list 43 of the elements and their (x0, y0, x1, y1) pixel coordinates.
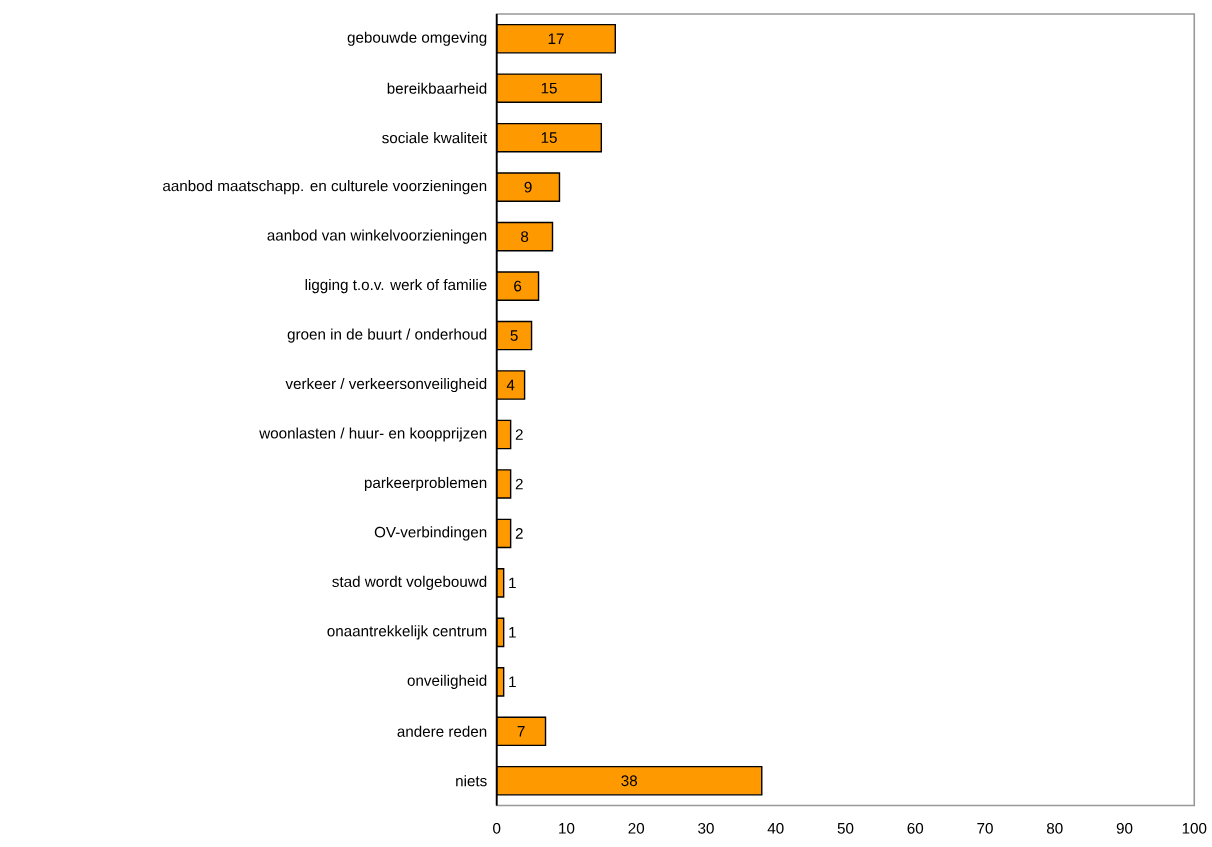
data-label: 6 (514, 280, 522, 292)
x-tick-label: 30 (698, 822, 714, 834)
x-tick-label: 0 (493, 822, 501, 834)
y-tick-label: woonlasten / huur- en koopprijzen (259, 427, 487, 442)
x-tick-label: 10 (559, 822, 575, 834)
y-tick-label: sociale kwaliteit (382, 131, 488, 144)
y-tick-label: niets (456, 774, 487, 787)
y-tick-label: stad wordt volgebouwd (332, 575, 487, 590)
data-label: 5 (510, 330, 518, 341)
data-label: 15 (541, 132, 557, 143)
x-tick-label: 100 (1182, 822, 1207, 834)
y-tick-label: aanbod maatschapp. en culturele voorzieningen (163, 179, 487, 194)
y-tick-label: onveiligheid (407, 674, 487, 689)
data-label: 1 (509, 676, 516, 687)
data-label: 15 (541, 82, 557, 94)
data-label: 1 (509, 577, 516, 588)
data-label: 4 (506, 379, 515, 391)
y-tick-label: andere reden (397, 725, 487, 737)
data-label: 7 (517, 725, 525, 737)
y-tick-label: parkeerproblemen (364, 476, 487, 491)
data-label: 1 (509, 626, 516, 638)
data-label: 17 (548, 33, 564, 44)
x-tick-label: 90 (1116, 822, 1133, 834)
y-tick-label: ligging t.o.v. werk of familie (305, 278, 487, 293)
x-tick-label: 40 (767, 822, 784, 834)
data-label: 2 (515, 478, 523, 490)
x-tick-label: 60 (907, 822, 924, 834)
x-tick-label: 80 (1046, 822, 1063, 834)
y-tick-label: aanbod van winkelvoorzieningen (267, 229, 487, 244)
y-tick-label: groen in de buurt / onderhoud (287, 328, 487, 343)
data-label: 9 (524, 181, 532, 193)
data-label: 38 (621, 775, 638, 786)
y-tick-label: verkeer / verkeersonveiligheid (285, 377, 487, 392)
x-tick-label: 70 (977, 822, 993, 834)
y-tick-label: onaantrekkelijk centrum (327, 625, 487, 640)
data-label: 2 (515, 428, 523, 440)
data-label: 2 (515, 527, 523, 539)
y-tick-label: gebouwde omgeving (347, 31, 487, 46)
x-tick-label: 20 (628, 822, 645, 834)
x-tick-label: 50 (837, 822, 854, 834)
y-tick-label: bereikbaarheid (387, 82, 487, 94)
y-tick-label: OV-verbindingen (374, 526, 487, 541)
data-label: 8 (521, 230, 529, 242)
